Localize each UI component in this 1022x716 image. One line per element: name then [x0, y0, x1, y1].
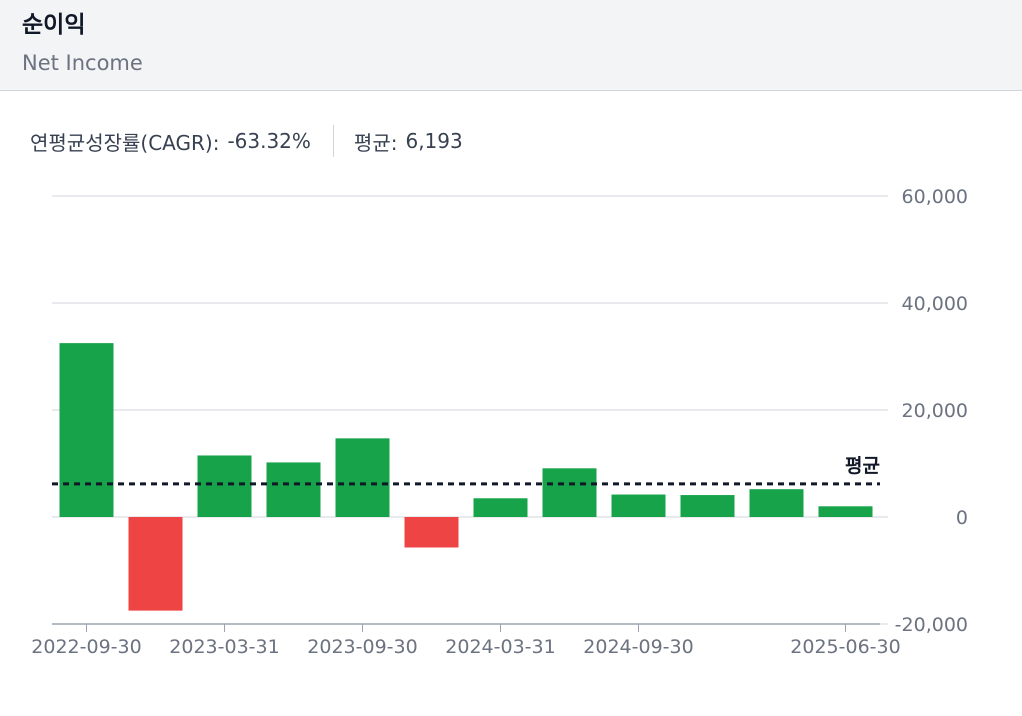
bar-2023-06-30[interactable]	[266, 462, 321, 517]
bar-2024-09-30[interactable]	[611, 494, 666, 517]
bar-2022-09-30[interactable]	[59, 343, 114, 517]
average-label: 평균:	[353, 130, 398, 155]
y-tick-label: 0	[956, 507, 968, 529]
bar-layer	[59, 343, 873, 611]
card-subtitle: Net Income	[22, 51, 143, 75]
x-tick-label: 2025-06-30	[790, 636, 900, 658]
bar-2025-06-30[interactable]	[818, 506, 873, 517]
stats-divider	[332, 125, 334, 157]
x-tick-label: 2024-03-31	[445, 636, 555, 658]
average-value: 6,193	[405, 129, 463, 153]
average-layer: 평균	[52, 455, 880, 486]
y-tick-label: -20,000	[895, 614, 968, 636]
bar-2023-12-31[interactable]	[404, 517, 459, 548]
axis-layer: 60,000 40,000 20,000 0 -20,000 2022-09-30 2023…	[31, 186, 968, 658]
card-title: 순이익	[22, 12, 86, 38]
cagr-stat: 연평균성장률(CAGR): -63.32%	[30, 127, 311, 156]
bar-2025-03-31[interactable]	[749, 489, 804, 517]
y-tick-label: 40,000	[902, 293, 968, 315]
bar-2023-03-31[interactable]	[197, 455, 252, 517]
bar-2023-09-30[interactable]	[335, 438, 390, 517]
x-tick-label: 2023-03-31	[169, 636, 279, 658]
cagr-value: -63.32%	[227, 129, 311, 153]
y-tick-label: 60,000	[902, 186, 968, 208]
y-tick-label: 20,000	[902, 400, 968, 422]
cagr-label: 연평균성장률(CAGR):	[30, 130, 220, 155]
summary-stats: 연평균성장률(CAGR): -63.32% 평균: 6,193	[30, 125, 463, 157]
bar-2024-03-31[interactable]	[473, 498, 528, 517]
x-tick-label: 2022-09-30	[31, 636, 141, 658]
bar-2024-06-30[interactable]	[542, 468, 597, 517]
bar-2022-12-31[interactable]	[128, 517, 183, 611]
card-header: 순이익 Net Income	[0, 0, 1022, 91]
average-line-label: 평균	[845, 455, 880, 477]
x-tick-label: 2023-09-30	[307, 636, 417, 658]
bar-2024-12-31[interactable]	[680, 495, 735, 517]
grid-layer	[52, 195, 888, 625]
average-stat: 평균: 6,193	[354, 127, 463, 156]
x-tick-label: 2024-09-30	[583, 636, 693, 658]
